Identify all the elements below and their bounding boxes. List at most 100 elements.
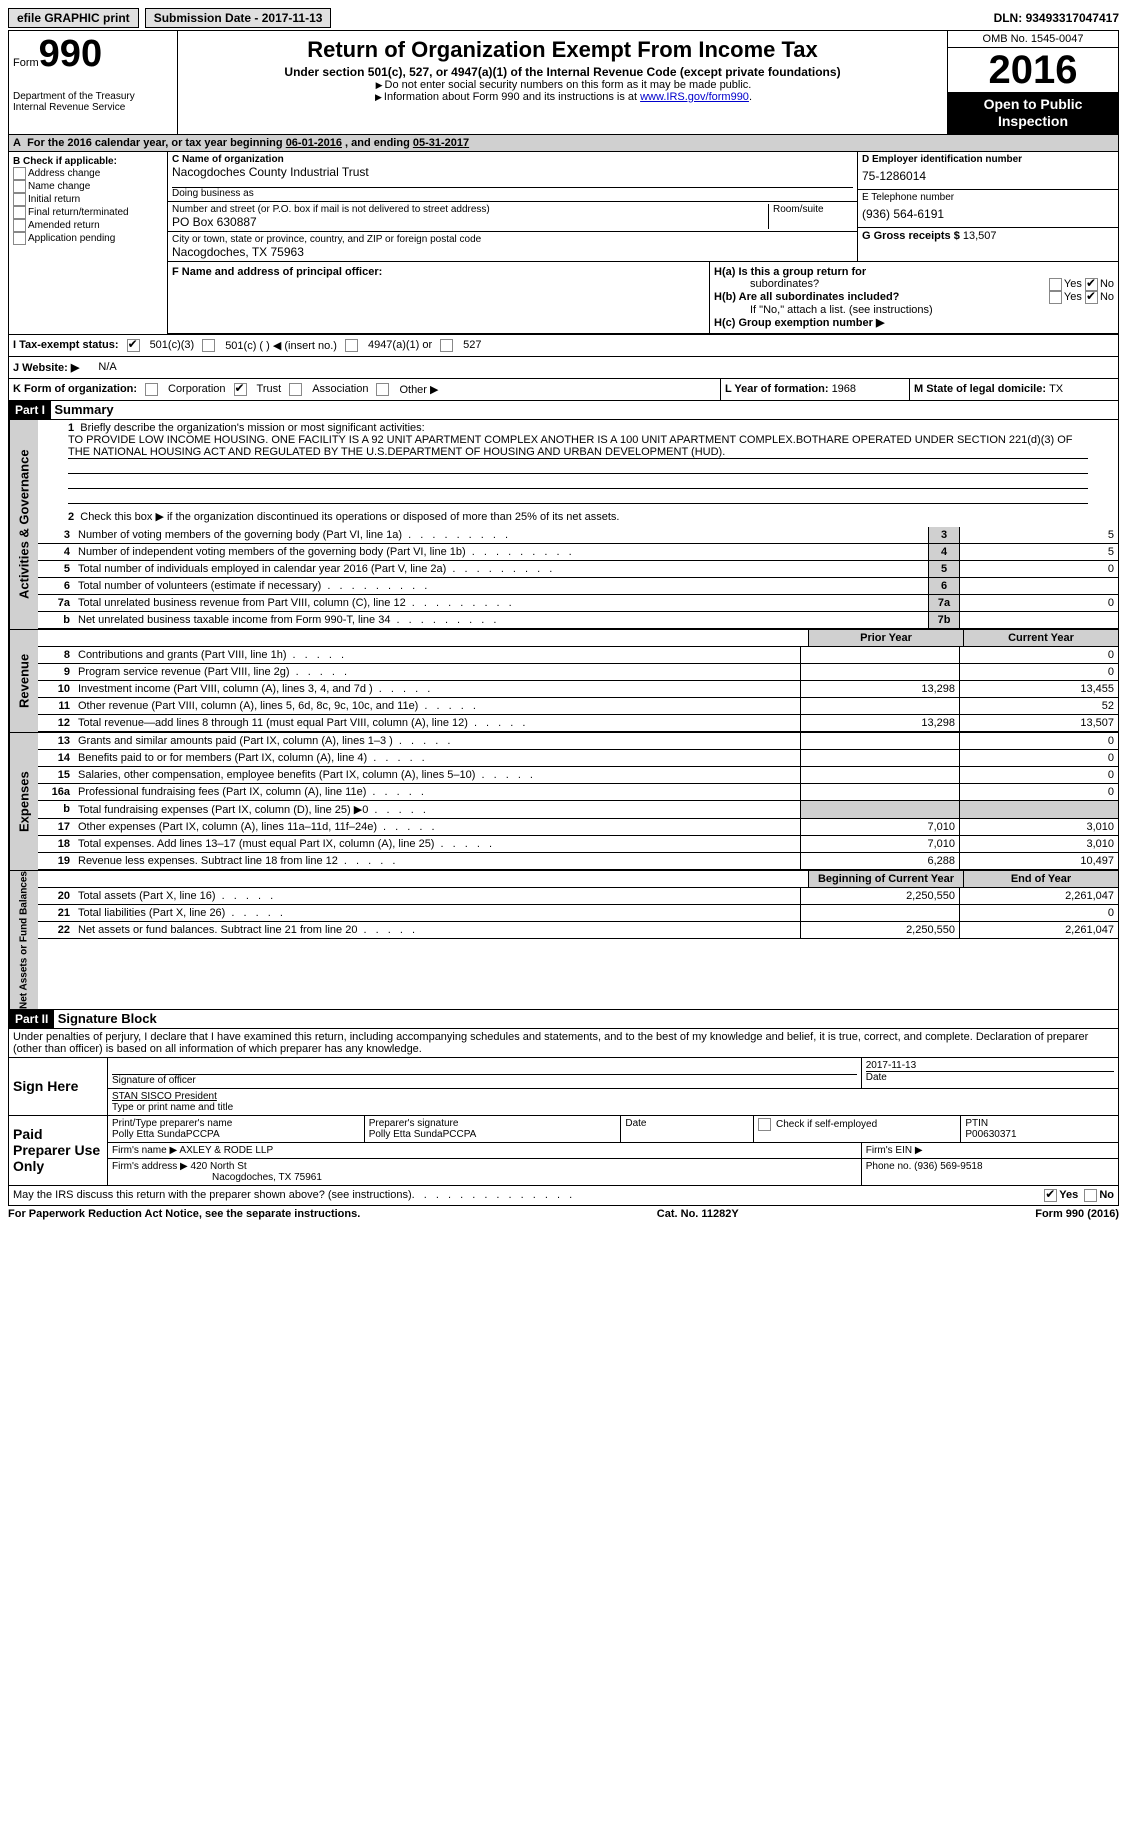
form-header: Form990 Department of the Treasury Inter…	[8, 30, 1119, 135]
submission-date: 2017-11-13	[262, 11, 323, 25]
cb-4947[interactable]	[345, 339, 358, 352]
part-1: Part I Summary Activities & Governance 1…	[8, 401, 1119, 1010]
cb-other[interactable]	[376, 383, 389, 396]
mission-text: TO PROVIDE LOW INCOME HOUSING. ONE FACIL…	[68, 434, 1088, 459]
summary-line: 20Total assets (Part X, line 16) . . . .…	[38, 888, 1118, 905]
part1-title: Summary	[54, 402, 113, 417]
col-end: End of Year	[963, 871, 1118, 887]
efile-button[interactable]: efile GRAPHIC print	[8, 8, 139, 28]
omb-number: OMB No. 1545-0047	[948, 31, 1118, 48]
irs-link[interactable]: www.IRS.gov/form990	[640, 91, 749, 103]
gross-receipts: 13,507	[963, 230, 997, 242]
vtab-revenue: Revenue	[9, 630, 38, 732]
paid-preparer-label: Paid Preparer Use Only	[9, 1116, 108, 1185]
row-a: A For the 2016 calendar year, or tax yea…	[9, 135, 1118, 152]
cb-trust[interactable]	[234, 383, 247, 396]
box-f: F Name and address of principal officer:	[168, 262, 710, 333]
summary-line: 11Other revenue (Part VIII, column (A), …	[38, 698, 1118, 715]
summary-line: 13Grants and similar amounts paid (Part …	[38, 733, 1118, 750]
row-i: I Tax-exempt status: 501(c)(3) 501(c) ( …	[9, 334, 1118, 357]
tax-year: 2016	[948, 48, 1118, 92]
box-h: H(a) Is this a group return for subordin…	[710, 262, 1118, 333]
cb-initial-return[interactable]	[13, 193, 26, 206]
addr-value: PO Box 630887	[172, 215, 768, 229]
city-label: City or town, state or province, country…	[172, 234, 853, 245]
website-value: N/A	[98, 361, 116, 373]
dba-label: Doing business as	[172, 188, 853, 199]
officer-name: STAN SISCO President	[112, 1091, 217, 1102]
footer-left: For Paperwork Reduction Act Notice, see …	[8, 1208, 360, 1220]
row-klm: K Form of organization: Corporation Trus…	[9, 379, 1118, 400]
cb-ha-yes[interactable]	[1049, 278, 1062, 291]
signature-block: Sign Here Signature of officer 2017-11-1…	[8, 1058, 1119, 1186]
form-title: Return of Organization Exempt From Incom…	[184, 37, 941, 63]
note-info: Information about Form 990 and its instr…	[384, 91, 640, 103]
year-formation: 1968	[832, 383, 856, 395]
cb-501c[interactable]	[202, 339, 215, 352]
summary-line: 12Total revenue—add lines 8 through 11 (…	[38, 715, 1118, 732]
summary-line: 10Investment income (Part VIII, column (…	[38, 681, 1118, 698]
cb-discuss-yes[interactable]	[1044, 1189, 1057, 1202]
col-current: Current Year	[963, 630, 1118, 646]
cb-discuss-no[interactable]	[1084, 1189, 1097, 1202]
cb-name-change[interactable]	[13, 180, 26, 193]
line2-text: Check this box ▶ if the organization dis…	[80, 511, 619, 523]
dept-treasury: Department of the Treasury	[13, 91, 173, 102]
cb-application-pending[interactable]	[13, 232, 26, 245]
cb-self-employed[interactable]	[758, 1118, 771, 1131]
firm-city: Nacogdoches, TX 75961	[112, 1172, 857, 1183]
header-center: Return of Organization Exempt From Incom…	[178, 31, 947, 134]
dln: DLN: 93493317047417	[994, 11, 1119, 25]
cb-corp[interactable]	[145, 383, 158, 396]
state-domicile: TX	[1049, 383, 1063, 395]
cb-hb-no[interactable]	[1085, 291, 1098, 304]
summary-line: bTotal fundraising expenses (Part IX, co…	[38, 801, 1118, 819]
phone-value: (936) 564-6191	[862, 203, 1114, 225]
top-bar: efile GRAPHIC print Submission Date - 20…	[8, 8, 1119, 28]
sig-date: 2017-11-13	[866, 1060, 1114, 1071]
summary-line: 17Other expenses (Part IX, column (A), l…	[38, 819, 1118, 836]
cb-hb-yes[interactable]	[1049, 291, 1062, 304]
cb-501c3[interactable]	[127, 339, 140, 352]
sign-here-label: Sign Here	[9, 1058, 108, 1115]
sig-officer-label: Signature of officer	[112, 1074, 857, 1086]
summary-line: 22Net assets or fund balances. Subtract …	[38, 922, 1118, 939]
cb-assoc[interactable]	[289, 383, 302, 396]
cb-final-return[interactable]	[13, 206, 26, 219]
summary-line: 5Total number of individuals employed in…	[38, 561, 1118, 578]
room-label: Room/suite	[773, 204, 853, 215]
part2-title: Signature Block	[58, 1011, 157, 1026]
firm-addr: 420 North St	[191, 1161, 247, 1172]
summary-line: 4Number of independent voting members of…	[38, 544, 1118, 561]
officer-type-label: Type or print name and title	[112, 1102, 1114, 1113]
footer-right: Form 990 (2016)	[1035, 1208, 1119, 1220]
phone-label: E Telephone number	[862, 192, 1114, 203]
note-ssn: Do not enter social security numbers on …	[385, 79, 752, 91]
part2-header: Part II	[9, 1010, 54, 1028]
firm-phone: (936) 569-9518	[914, 1161, 982, 1172]
footer-mid: Cat. No. 11282Y	[657, 1208, 739, 1220]
form-subtitle: Under section 501(c), 527, or 4947(a)(1)…	[184, 65, 941, 79]
addr-label: Number and street (or P.O. box if mail i…	[172, 204, 768, 215]
discuss-row: May the IRS discuss this return with the…	[8, 1186, 1119, 1206]
summary-line: 6Total number of volunteers (estimate if…	[38, 578, 1118, 595]
city-value: Nacogdoches, TX 75963	[172, 245, 853, 259]
summary-line: 18Total expenses. Add lines 13–17 (must …	[38, 836, 1118, 853]
summary-line: 21Total liabilities (Part X, line 26) . …	[38, 905, 1118, 922]
header-right: OMB No. 1545-0047 2016 Open to PublicIns…	[947, 31, 1118, 134]
preparer-name: Polly Etta SundaPCCPA	[112, 1129, 360, 1140]
summary-line: 19Revenue less expenses. Subtract line 1…	[38, 853, 1118, 870]
col-begin: Beginning of Current Year	[808, 871, 963, 887]
page-footer: For Paperwork Reduction Act Notice, see …	[8, 1206, 1119, 1220]
box-b: B Check if applicable: Address change Na…	[9, 152, 168, 334]
cb-527[interactable]	[440, 339, 453, 352]
summary-line: 16aProfessional fundraising fees (Part I…	[38, 784, 1118, 801]
summary-line: 9Program service revenue (Part VIII, lin…	[38, 664, 1118, 681]
ptin-value: P00630371	[965, 1129, 1114, 1140]
submission-button[interactable]: Submission Date - 2017-11-13	[145, 8, 332, 28]
cb-amended-return[interactable]	[13, 219, 26, 232]
org-name: Nacogdoches County Industrial Trust	[172, 165, 853, 179]
summary-line: 7aTotal unrelated business revenue from …	[38, 595, 1118, 612]
cb-address-change[interactable]	[13, 167, 26, 180]
perjury-text: Under penalties of perjury, I declare th…	[9, 1028, 1118, 1057]
